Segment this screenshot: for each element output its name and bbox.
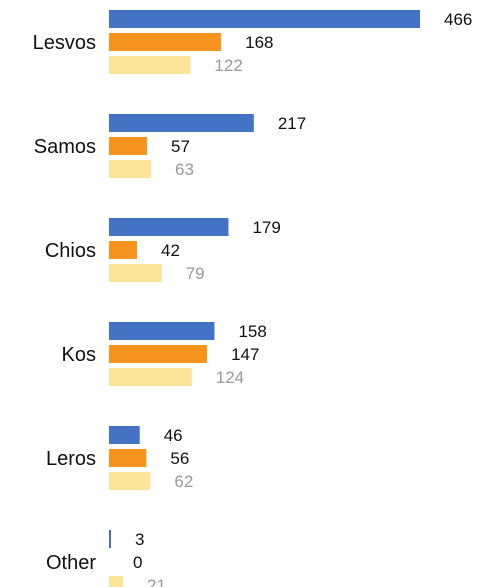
bar-kos-series-2 <box>109 345 208 363</box>
category-label-leros: Leros <box>46 448 96 470</box>
bar-chios-series-3 <box>109 264 162 282</box>
bar-chios-series-2 <box>109 241 138 259</box>
bar-leros-series-2 <box>109 449 147 467</box>
category-label-kos: Kos <box>62 344 96 366</box>
bar-samos-series-2 <box>109 137 148 155</box>
bar-samos-series-1 <box>109 114 254 132</box>
value-label-chios-series-2: 42 <box>161 241 180 260</box>
value-label-leros-series-2: 56 <box>170 449 189 468</box>
category-label-chios: Chios <box>45 240 96 262</box>
value-label-kos-series-3: 124 <box>216 368 244 387</box>
bar-kos-series-1 <box>109 322 215 340</box>
bar-leros-series-1 <box>109 426 140 444</box>
bars-layer <box>109 10 420 587</box>
value-label-other-series-1: 3 <box>135 530 144 549</box>
category-label-samos: Samos <box>34 136 96 158</box>
bar-lesvos-series-2 <box>109 33 222 51</box>
value-label-lesvos-series-1: 466 <box>444 10 472 29</box>
value-label-leros-series-1: 46 <box>164 426 183 445</box>
value-label-lesvos-series-2: 168 <box>245 33 273 52</box>
value-label-other-series-2: 0 <box>133 553 142 572</box>
bar-other-series-1 <box>109 530 112 548</box>
value-label-samos-series-1: 217 <box>278 114 306 133</box>
bar-chios-series-1 <box>109 218 229 236</box>
value-label-other-series-3: 21 <box>147 576 166 587</box>
value-label-kos-series-2: 147 <box>231 345 259 364</box>
value-label-samos-series-3: 63 <box>175 160 194 179</box>
bar-other-series-3 <box>109 576 124 587</box>
value-label-samos-series-2: 57 <box>171 137 190 156</box>
bar-samos-series-3 <box>109 160 152 178</box>
bar-leros-series-3 <box>109 472 151 490</box>
category-label-lesvos: Lesvos <box>33 32 96 54</box>
value-label-kos-series-1: 158 <box>238 322 266 341</box>
value-label-chios-series-3: 79 <box>186 264 205 283</box>
value-label-leros-series-3: 62 <box>174 472 193 491</box>
bar-kos-series-3 <box>109 368 192 386</box>
value-label-chios-series-1: 179 <box>252 218 280 237</box>
bar-lesvos-series-3 <box>109 56 191 74</box>
category-label-other: Other <box>46 552 96 574</box>
bar-lesvos-series-1 <box>109 10 420 28</box>
value-label-lesvos-series-3: 122 <box>214 56 242 75</box>
